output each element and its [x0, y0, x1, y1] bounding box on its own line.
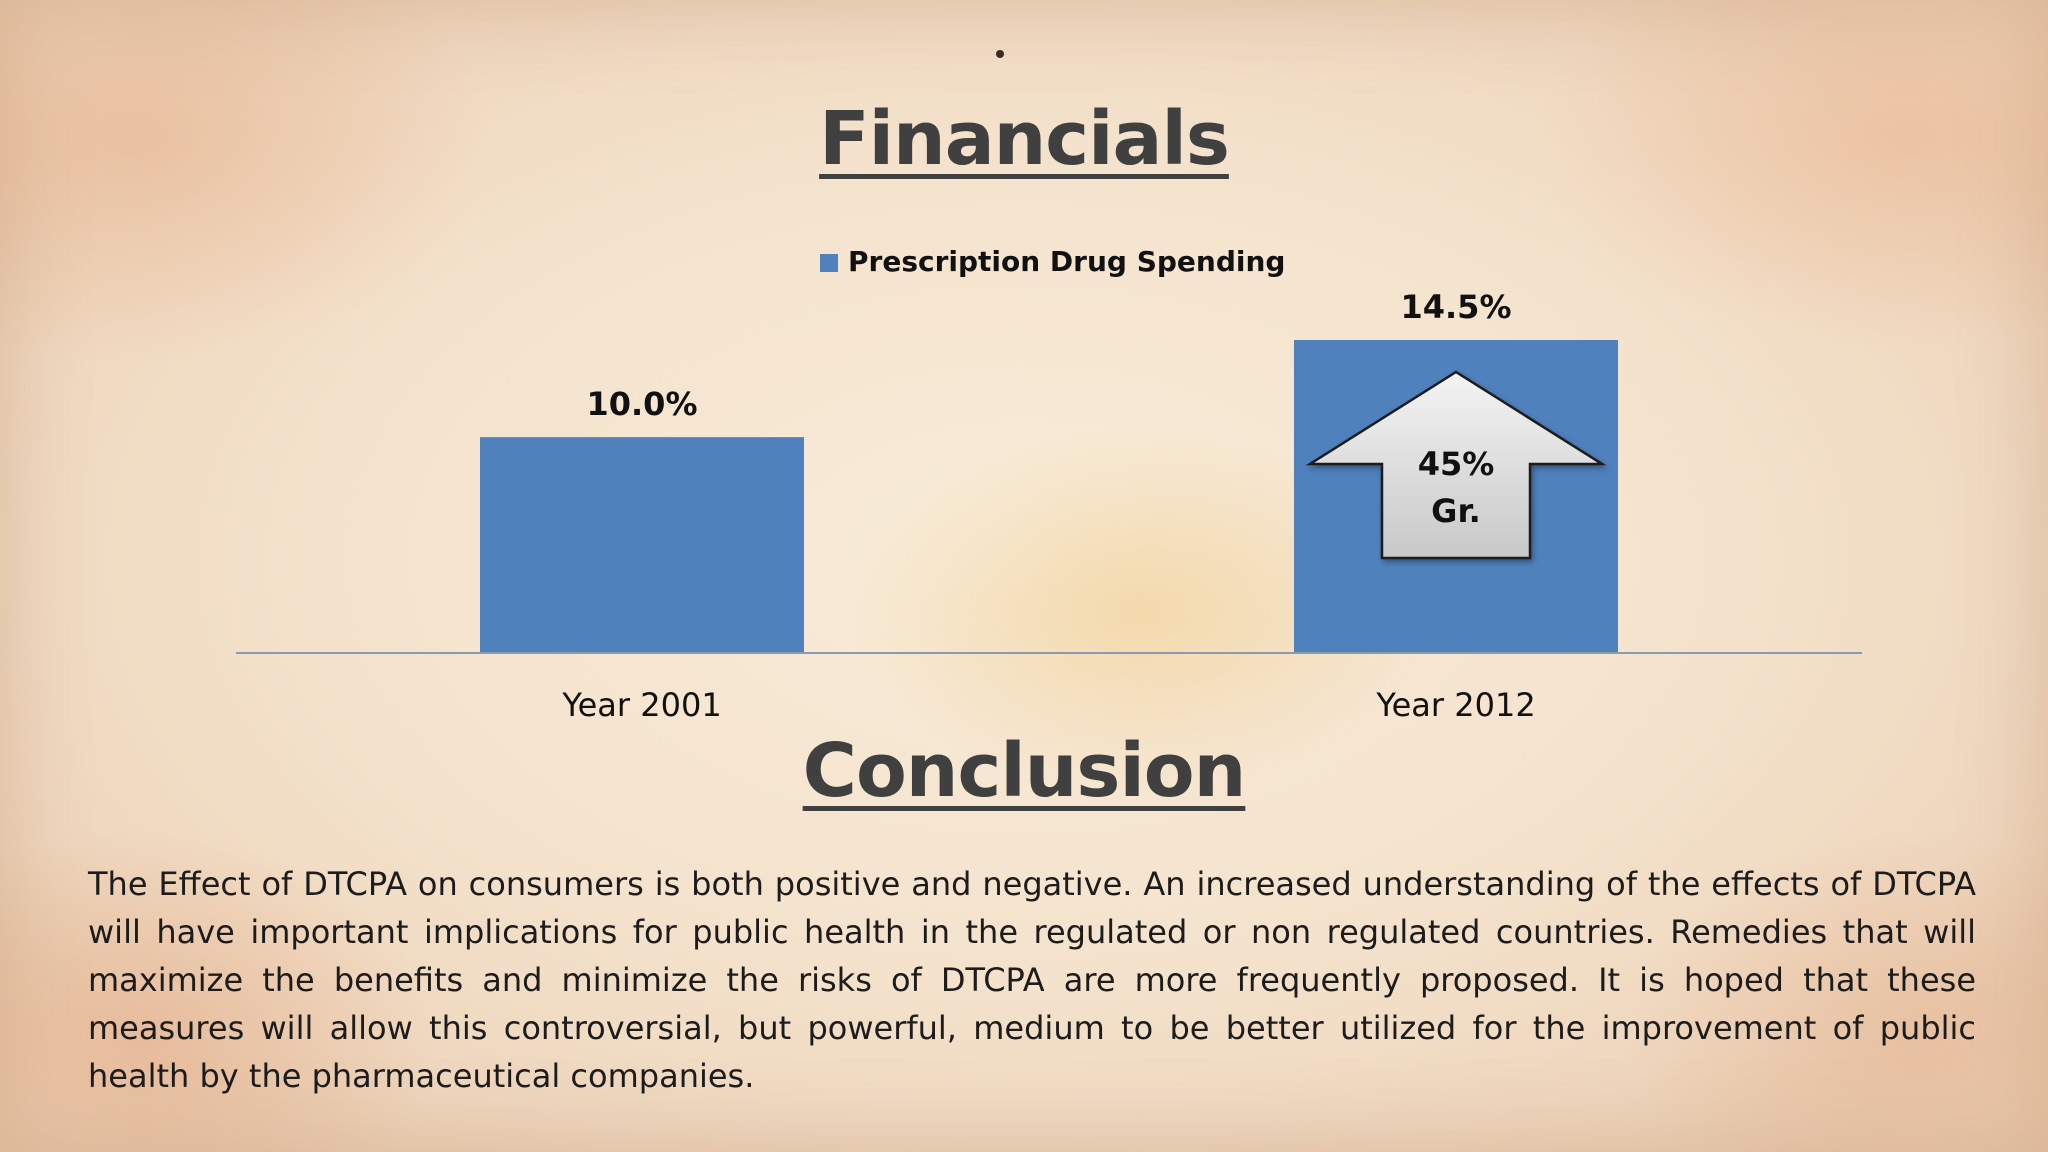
conclusion-title: Conclusion — [802, 728, 1247, 814]
data-label: 14.5% — [1400, 288, 1511, 326]
conclusion-paragraph: The Effect of DTCPA on consumers is both… — [88, 865, 1976, 1095]
arrow-label-line: Gr. — [1431, 492, 1481, 530]
bars — [480, 340, 1618, 653]
financials-title: Financials — [819, 96, 1230, 182]
x-tick-label: Year 2012 — [1375, 686, 1535, 724]
bar-chart: Prescription Drug Spending 10.0% Year 200… — [236, 245, 1862, 724]
bar — [480, 437, 804, 653]
growth-arrow: 45% Gr. — [1305, 370, 1607, 560]
labels: 10.0% Year 2001 14.5% Year 2012 — [561, 288, 1535, 724]
paper-speck — [996, 50, 1004, 58]
chart-legend: Prescription Drug Spending — [820, 245, 1285, 278]
x-tick-label: Year 2001 — [561, 686, 721, 724]
arrow-shape — [1305, 370, 1607, 560]
legend-label: Prescription Drug Spending — [848, 245, 1285, 278]
arrow-label-line: 45% — [1418, 445, 1495, 483]
legend-swatch — [820, 254, 838, 272]
data-label: 10.0% — [586, 385, 697, 423]
